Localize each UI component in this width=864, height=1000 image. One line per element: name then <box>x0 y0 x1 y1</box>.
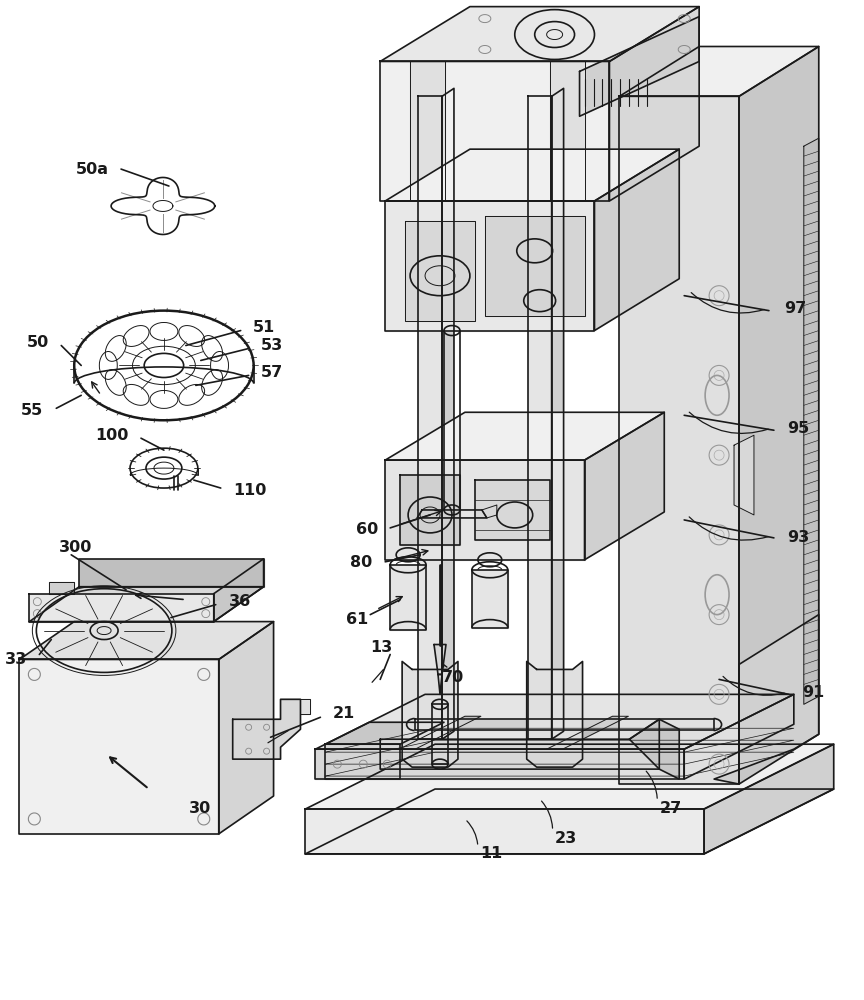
Polygon shape <box>306 744 834 809</box>
Polygon shape <box>326 728 794 752</box>
Polygon shape <box>619 96 739 784</box>
Polygon shape <box>385 149 679 201</box>
Text: 300: 300 <box>60 540 92 555</box>
Polygon shape <box>551 88 563 739</box>
Polygon shape <box>472 570 508 628</box>
Polygon shape <box>485 216 585 316</box>
Polygon shape <box>482 505 497 518</box>
Text: 30: 30 <box>189 801 211 816</box>
Text: 50a: 50a <box>76 162 109 177</box>
Text: 91: 91 <box>802 685 824 700</box>
Polygon shape <box>804 138 819 704</box>
Polygon shape <box>19 659 219 834</box>
Polygon shape <box>400 475 460 545</box>
Text: 55: 55 <box>21 403 43 418</box>
Polygon shape <box>715 615 819 784</box>
Polygon shape <box>380 61 609 201</box>
Polygon shape <box>385 201 594 331</box>
Text: 70: 70 <box>442 670 464 685</box>
Text: 97: 97 <box>784 301 806 316</box>
Polygon shape <box>704 744 834 854</box>
Polygon shape <box>547 716 628 749</box>
Polygon shape <box>609 7 699 201</box>
Text: 110: 110 <box>232 483 266 498</box>
Polygon shape <box>442 88 454 739</box>
Polygon shape <box>527 661 582 767</box>
Text: 23: 23 <box>555 831 577 846</box>
Text: 80: 80 <box>350 555 372 570</box>
Polygon shape <box>49 582 74 594</box>
Polygon shape <box>306 809 704 854</box>
Polygon shape <box>79 559 264 587</box>
Polygon shape <box>739 46 819 784</box>
Text: 93: 93 <box>787 530 809 545</box>
Polygon shape <box>417 510 486 518</box>
Polygon shape <box>438 674 442 694</box>
Text: 60: 60 <box>356 522 378 537</box>
Polygon shape <box>385 412 664 460</box>
Polygon shape <box>29 594 213 622</box>
Polygon shape <box>550 61 585 201</box>
Text: 27: 27 <box>659 801 682 816</box>
Text: 95: 95 <box>787 421 809 436</box>
Polygon shape <box>326 722 444 744</box>
Polygon shape <box>475 480 550 540</box>
Polygon shape <box>415 719 714 730</box>
Polygon shape <box>405 221 475 321</box>
Polygon shape <box>399 716 481 749</box>
Polygon shape <box>410 61 445 201</box>
Polygon shape <box>385 460 585 560</box>
Polygon shape <box>585 412 664 560</box>
Polygon shape <box>684 694 794 779</box>
Polygon shape <box>219 622 274 834</box>
Text: 57: 57 <box>261 365 283 380</box>
Polygon shape <box>580 17 699 116</box>
Text: 11: 11 <box>480 846 502 861</box>
Polygon shape <box>434 645 446 674</box>
Text: 51: 51 <box>252 320 275 335</box>
Polygon shape <box>29 587 264 622</box>
Text: 53: 53 <box>261 338 283 353</box>
Polygon shape <box>315 749 684 779</box>
Text: 21: 21 <box>333 706 354 721</box>
Text: 61: 61 <box>346 612 368 627</box>
Polygon shape <box>391 565 426 630</box>
Polygon shape <box>594 149 679 331</box>
Polygon shape <box>281 699 310 714</box>
Polygon shape <box>315 694 794 749</box>
Text: 36: 36 <box>229 594 251 609</box>
Polygon shape <box>380 7 699 61</box>
Polygon shape <box>326 744 400 779</box>
Polygon shape <box>326 740 794 764</box>
Text: 13: 13 <box>371 640 392 655</box>
Polygon shape <box>232 699 301 759</box>
Polygon shape <box>306 789 834 854</box>
Polygon shape <box>418 96 442 739</box>
Polygon shape <box>432 704 448 764</box>
Polygon shape <box>528 96 551 739</box>
Polygon shape <box>213 559 264 622</box>
Polygon shape <box>734 435 754 515</box>
Polygon shape <box>629 719 679 779</box>
Text: 50: 50 <box>27 335 49 350</box>
Text: 33: 33 <box>5 652 28 667</box>
Polygon shape <box>19 622 274 659</box>
Polygon shape <box>619 46 819 96</box>
Polygon shape <box>402 661 458 767</box>
Text: 100: 100 <box>96 428 129 443</box>
Polygon shape <box>380 719 659 769</box>
Polygon shape <box>326 752 794 776</box>
